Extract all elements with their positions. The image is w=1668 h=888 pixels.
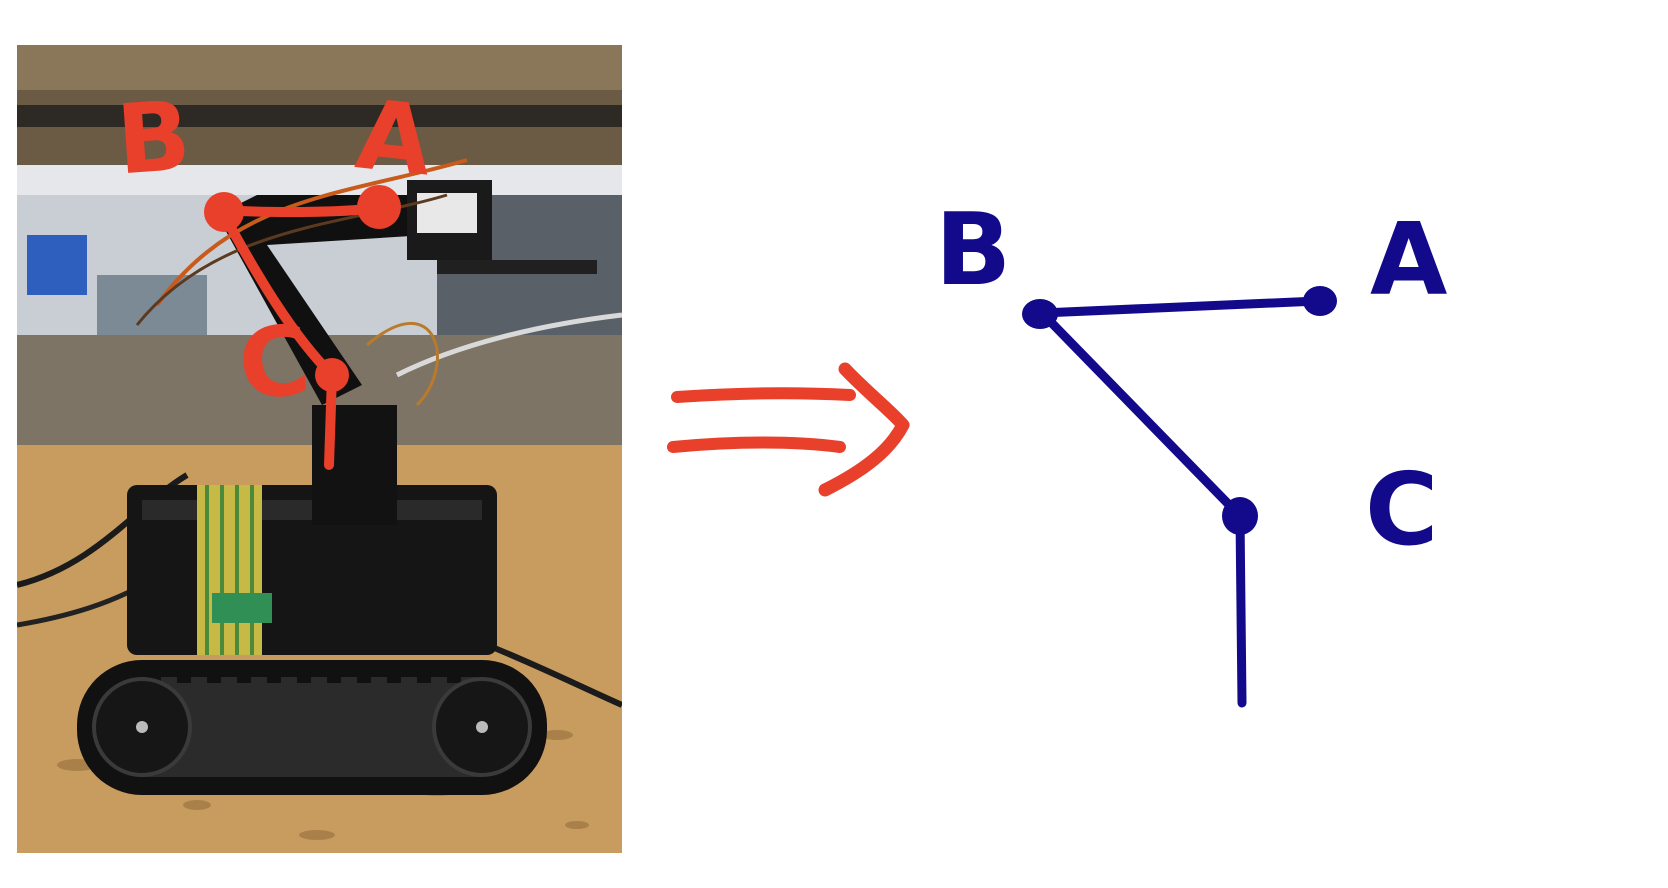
diagram-label-c: C xyxy=(1365,451,1439,568)
photo-joint-b xyxy=(204,192,244,232)
link-b-c xyxy=(1037,308,1245,521)
photo-label-a: A xyxy=(351,78,437,198)
joint-a xyxy=(1303,286,1337,316)
joint-b xyxy=(1022,299,1058,329)
red-annotation-overlay xyxy=(204,185,401,470)
link-c-base xyxy=(1235,511,1247,708)
joint-c xyxy=(1222,497,1258,535)
diagram-label-a: A xyxy=(1370,201,1448,318)
photo-joint-a xyxy=(357,185,401,229)
photo-joint-c xyxy=(315,358,349,392)
robot-photo-illustration xyxy=(17,45,622,853)
diagram-label-b: B xyxy=(935,191,1012,308)
photo-label-b: B xyxy=(113,79,194,197)
robot-photo: B A C xyxy=(17,45,622,853)
double-arrow-right-icon xyxy=(665,355,910,505)
link-b-a xyxy=(1037,296,1323,318)
kinematic-diagram xyxy=(920,180,1480,720)
photo-label-c: C xyxy=(233,303,316,423)
